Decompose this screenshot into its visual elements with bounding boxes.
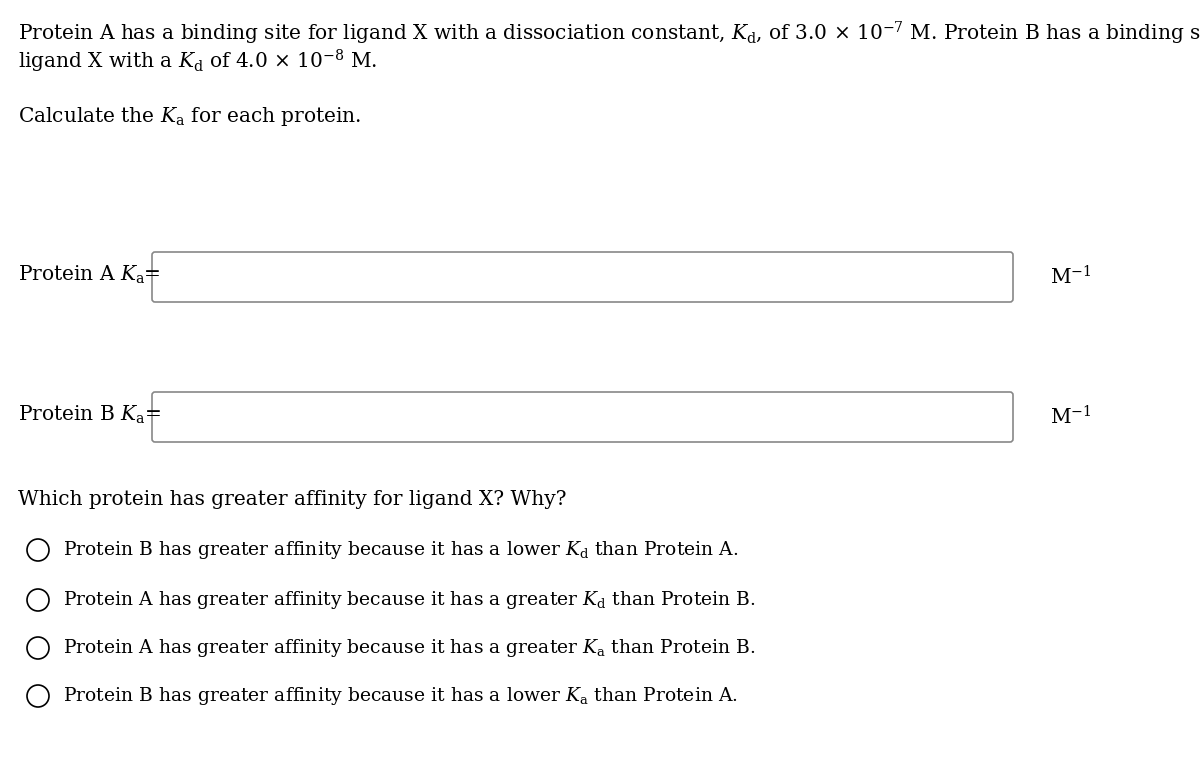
Text: Protein A has greater affinity because it has a greater $K_\mathrm{d}$ than Prot: Protein A has greater affinity because i… bbox=[64, 589, 756, 611]
Text: Protein B has greater affinity because it has a lower $K_\mathrm{a}$ than Protei: Protein B has greater affinity because i… bbox=[64, 685, 738, 707]
Text: ligand X with a $K_\mathrm{d}$ of 4.0 $\times$ 10$^{-8}$ M.: ligand X with a $K_\mathrm{d}$ of 4.0 $\… bbox=[18, 48, 378, 75]
Text: Which protein has greater affinity for ligand X? Why?: Which protein has greater affinity for l… bbox=[18, 490, 566, 509]
Text: Protein A has a binding site for ligand X with a dissociation constant, $K_\math: Protein A has a binding site for ligand … bbox=[18, 20, 1200, 47]
FancyBboxPatch shape bbox=[152, 392, 1013, 442]
Text: Protein A has greater affinity because it has a greater $K_\mathrm{a}$ than Prot: Protein A has greater affinity because i… bbox=[64, 637, 755, 659]
Text: Protein A $K_\mathrm{a}$=: Protein A $K_\mathrm{a}$= bbox=[18, 264, 161, 286]
Text: Protein B $K_\mathrm{a}$=: Protein B $K_\mathrm{a}$= bbox=[18, 404, 161, 426]
Text: Protein B has greater affinity because it has a lower $K_\mathrm{d}$ than Protei: Protein B has greater affinity because i… bbox=[64, 539, 738, 561]
Text: M$^{-1}$: M$^{-1}$ bbox=[1050, 265, 1092, 289]
FancyBboxPatch shape bbox=[152, 252, 1013, 302]
Text: M$^{-1}$: M$^{-1}$ bbox=[1050, 406, 1092, 428]
Text: Calculate the $K_\mathrm{a}$ for each protein.: Calculate the $K_\mathrm{a}$ for each pr… bbox=[18, 105, 361, 128]
